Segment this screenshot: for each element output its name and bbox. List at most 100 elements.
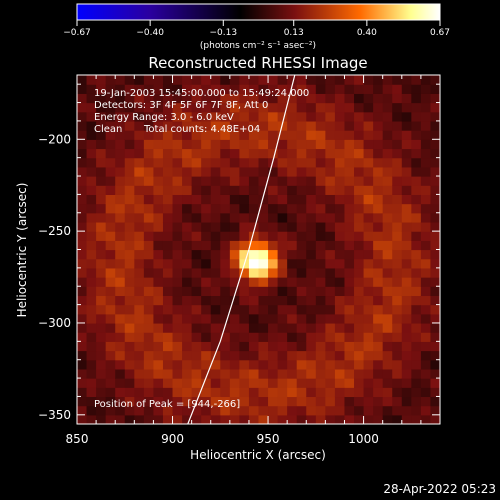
heatmap-cell [172, 130, 183, 140]
heatmap-cell [392, 396, 403, 407]
heatmap-cell [143, 414, 155, 424]
heatmap-cell [239, 185, 250, 195]
heatmap-cell [239, 194, 250, 205]
heatmap-cell [191, 185, 202, 195]
heatmap-cell [162, 350, 174, 361]
heatmap-cell [344, 75, 355, 85]
heatmap-cell [411, 231, 422, 241]
heatmap-cell [411, 313, 422, 324]
heatmap-cell [201, 111, 212, 122]
heatmap-cell [373, 295, 384, 306]
heatmap-cell [210, 203, 221, 214]
heatmap-cell [411, 378, 422, 388]
heatmap-cell [411, 166, 422, 177]
heatmap-cell [210, 341, 221, 352]
heatmap-cell [172, 267, 183, 278]
heatmap-cell [172, 194, 183, 205]
heatmap-cell [77, 414, 88, 424]
heatmap-cell [277, 396, 288, 407]
heatmap-cell [105, 350, 116, 361]
heatmap-cell [124, 139, 135, 150]
heatmap-cell [105, 120, 116, 131]
heatmap-cell [392, 414, 403, 424]
heatmap-cell [277, 148, 288, 159]
heatmap-cell [182, 93, 193, 104]
heatmap-cell [105, 405, 116, 416]
heatmap-cell [162, 396, 174, 407]
heatmap-cell [277, 304, 288, 315]
heatmap-cell [315, 277, 326, 287]
heatmap-cell [420, 75, 432, 85]
heatmap-cell [296, 322, 307, 333]
heatmap-cell [77, 286, 88, 297]
heatmap-cell [153, 387, 164, 398]
heatmap-cell [382, 212, 393, 223]
heatmap-cell [153, 286, 164, 297]
heatmap-cell [201, 102, 212, 113]
heatmap-cell [210, 304, 221, 315]
heatmap-cell [220, 93, 231, 104]
heatmap-cell [296, 304, 307, 315]
heatmap-cell [229, 240, 240, 251]
heatmap-cell [86, 203, 97, 214]
heatmap-cell [354, 203, 365, 214]
y-tick-label: −300 [38, 316, 71, 330]
heatmap-cell [229, 231, 240, 241]
heatmap-cell [325, 332, 336, 342]
heatmap-cell [315, 212, 326, 223]
heatmap-cell [325, 396, 336, 407]
heatmap-cell [430, 286, 440, 297]
heatmap-cell [411, 102, 422, 113]
heatmap-cell [382, 194, 393, 205]
heatmap-cell [77, 368, 88, 379]
heatmap-cell [77, 111, 88, 122]
heatmap-cell [392, 313, 403, 324]
heatmap-cell [86, 139, 97, 150]
heatmap-cell [229, 221, 240, 232]
heatmap-cell [315, 313, 326, 324]
heatmap-cell [258, 75, 269, 85]
heatmap-cell [105, 368, 116, 379]
heatmap-cell [287, 286, 298, 297]
heatmap-cell [210, 93, 221, 104]
heatmap-cell [287, 378, 298, 388]
heatmap-cell [115, 277, 126, 287]
heatmap-cell [373, 313, 384, 324]
heatmap-cell [248, 295, 260, 306]
heatmap-cell [296, 185, 307, 195]
heatmap-cell [315, 130, 326, 140]
heatmap-cell [134, 194, 145, 205]
heatmap-cell [411, 341, 422, 352]
heatmap-cell [306, 93, 317, 104]
heatmap-cell [277, 166, 288, 177]
heatmap-cell [315, 368, 326, 379]
heatmap-cell [363, 157, 374, 168]
heatmap-cell [153, 240, 164, 251]
heatmap-cell [191, 304, 202, 315]
heatmap-cell [411, 148, 422, 159]
heatmap-cell [420, 157, 432, 168]
heatmap-cell [344, 322, 355, 333]
heatmap-cell [401, 378, 412, 388]
heatmap-cell [210, 405, 221, 416]
heatmap-cell [306, 405, 317, 416]
heatmap-cell [201, 286, 212, 297]
heatmap-cell [401, 359, 412, 370]
heatmap-cell [392, 75, 403, 85]
heatmap-cell [96, 139, 107, 150]
heatmap-cell [220, 75, 231, 85]
heatmap-cell [306, 332, 317, 342]
heatmap-cell [392, 249, 403, 260]
heatmap-cell [239, 387, 250, 398]
heatmap-cell [277, 102, 288, 113]
heatmap-cell [373, 157, 384, 168]
heatmap-cell [354, 157, 365, 168]
heatmap-cell [86, 194, 97, 205]
heatmap-cell [143, 277, 155, 287]
heatmap-cell [182, 231, 193, 241]
heatmap-cell [239, 350, 250, 361]
heatmap-cell [105, 277, 116, 287]
heatmap-cell [191, 240, 202, 251]
heatmap-cell [325, 368, 336, 379]
heatmap-cell [287, 130, 298, 140]
